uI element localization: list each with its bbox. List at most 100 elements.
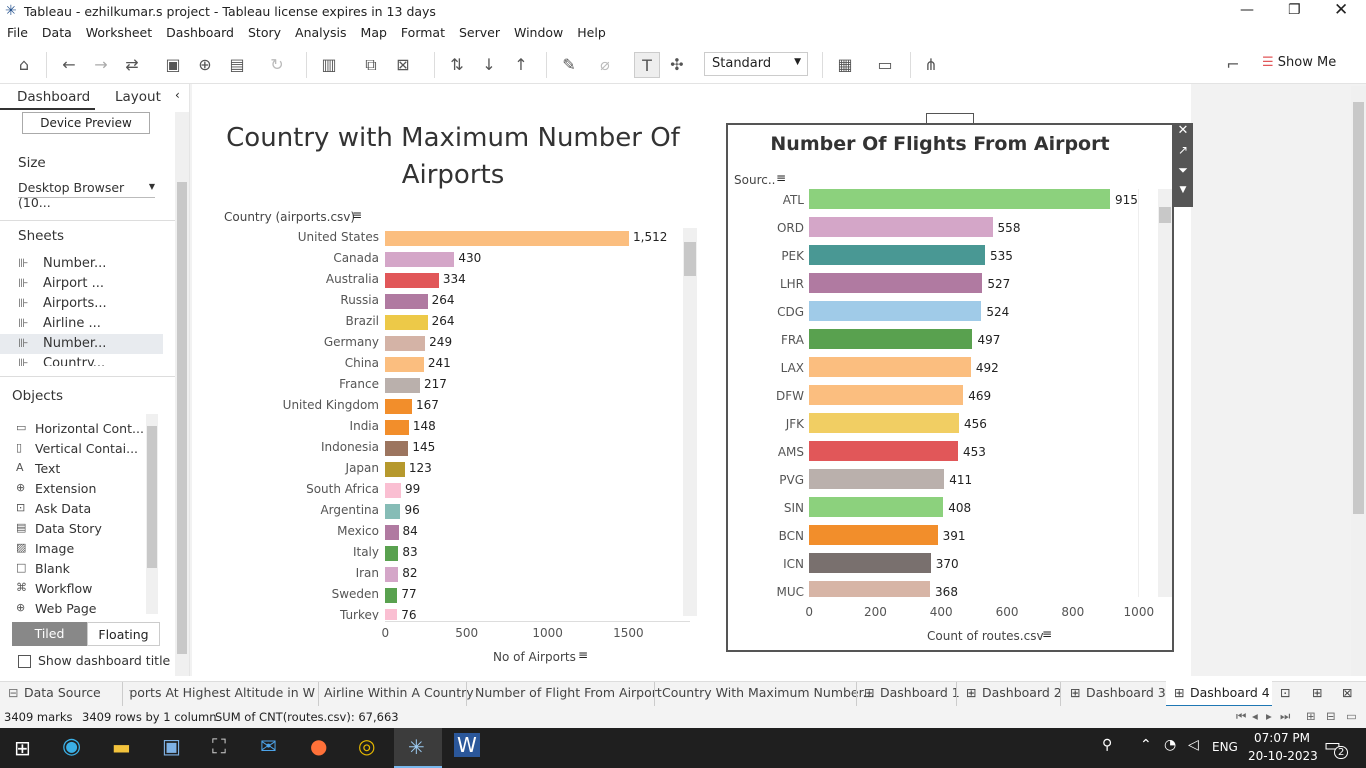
bar-brazil[interactable] xyxy=(385,315,428,330)
sort-icon[interactable]: ≡ xyxy=(352,208,363,222)
clear-sheet-icon[interactable]: ⊠ xyxy=(396,55,410,74)
tab-layout[interactable]: Layout xyxy=(95,84,175,110)
tab-dashboard-2[interactable]: Dashboard 2 xyxy=(982,685,1062,700)
sort-descending-icon[interactable]: ↑ xyxy=(514,55,528,74)
presentation-mode-icon[interactable]: ▭ xyxy=(877,55,893,74)
object-item[interactable]: ⊡ Ask Data xyxy=(0,500,145,520)
new-worksheet-tab-icon[interactable]: ⊡ xyxy=(1280,685,1291,700)
mail-icon[interactable]: ✉ xyxy=(260,734,277,758)
bar-lax[interactable] xyxy=(809,357,971,377)
right-chart-scrollbar[interactable] xyxy=(1158,189,1172,597)
collapse-panel-icon[interactable]: ‹ xyxy=(175,88,180,102)
sort-icon[interactable]: ≡ xyxy=(578,648,589,662)
bar-japan[interactable] xyxy=(385,462,405,477)
bar-russia[interactable] xyxy=(385,294,428,309)
bar-australia[interactable] xyxy=(385,273,439,288)
bar-muc[interactable] xyxy=(809,581,931,597)
sheet-item[interactable]: ⊪ Number... xyxy=(0,334,163,354)
objects-scrollbar[interactable] xyxy=(146,414,158,614)
object-item[interactable]: ⊕ Extension xyxy=(0,480,145,500)
minimize-button[interactable]: — xyxy=(1240,2,1254,18)
bar-atl[interactable] xyxy=(809,189,1110,209)
tabs-view-icon[interactable]: ▭ xyxy=(1346,709,1357,723)
left-panel-scrollbar[interactable] xyxy=(175,112,189,676)
filter-icon[interactable]: ⏷ xyxy=(1178,163,1188,177)
object-item[interactable]: A Text xyxy=(0,460,145,480)
more-options-icon[interactable]: ▼ xyxy=(1179,185,1187,195)
tab-airports-altitude[interactable]: irports At Highest Altitude in W... xyxy=(129,685,315,700)
group-members-icon[interactable]: ⌀ xyxy=(600,55,610,74)
redo-icon[interactable]: → xyxy=(94,55,108,74)
floating-button[interactable]: Floating xyxy=(87,622,160,646)
bar-united-kingdom[interactable] xyxy=(385,399,412,414)
show-title-checkbox[interactable] xyxy=(18,655,31,668)
bar-sin[interactable] xyxy=(809,497,944,517)
sheet-item[interactable]: ⊪ Airline ... xyxy=(0,314,163,334)
tab-data-source[interactable]: Data Source xyxy=(24,685,101,700)
filmstrip-view-icon[interactable]: ⊟ xyxy=(1326,709,1336,723)
chevron-up-icon[interactable]: ⌃ xyxy=(1140,737,1152,753)
first-page-icon[interactable]: ⏮ xyxy=(1236,709,1247,723)
close-icon[interactable]: ✕ xyxy=(1177,123,1189,138)
tab-dashboard-4-active[interactable]: ⊞ Dashboard 4 xyxy=(1166,681,1272,707)
bar-lhr[interactable] xyxy=(809,273,983,293)
menu-format[interactable]: Format xyxy=(400,25,445,40)
show-mark-labels-icon[interactable]: T xyxy=(634,52,660,78)
bar-ams[interactable] xyxy=(809,441,959,461)
chart-drag-handle[interactable] xyxy=(926,113,974,123)
new-worksheet-icon[interactable]: ▥ xyxy=(321,55,337,74)
clock-time[interactable]: 07:07 PM xyxy=(1254,731,1310,745)
sheet-item[interactable]: ⊪ Airport ... xyxy=(0,274,163,294)
language-indicator[interactable]: ENG xyxy=(1212,740,1238,754)
tableau-taskbar-button[interactable]: ✳ xyxy=(394,728,442,768)
home-icon[interactable]: ⌂ xyxy=(18,55,30,74)
prev-page-icon[interactable]: ◂ xyxy=(1252,709,1258,723)
bar-united-states[interactable] xyxy=(385,231,629,246)
bar-china[interactable] xyxy=(385,357,424,372)
control-panel-icon[interactable]: ▣ xyxy=(162,734,181,758)
restore-button[interactable]: ❐ xyxy=(1288,2,1301,18)
bar-argentina[interactable] xyxy=(385,504,401,519)
clock-date[interactable]: 20-10-2023 xyxy=(1248,749,1318,763)
menu-worksheet[interactable]: Worksheet xyxy=(85,25,153,40)
bar-dfw[interactable] xyxy=(809,385,964,405)
close-window-button[interactable]: ✕ xyxy=(1334,0,1349,20)
tab-dashboard-1[interactable]: Dashboard 1 xyxy=(880,685,960,700)
tab-airline-country[interactable]: Airline Within A Country xyxy=(324,685,474,700)
grid-view-icon[interactable]: ⊞ xyxy=(1306,709,1316,723)
highlight-icon[interactable]: ✎ xyxy=(562,55,576,74)
new-dashboard-tab-icon[interactable]: ⊞ xyxy=(1312,685,1323,700)
refresh-icon[interactable]: ↻ xyxy=(270,55,284,74)
bar-iran[interactable] xyxy=(385,567,399,582)
sheet-item[interactable]: ⊪ Country... xyxy=(0,354,163,366)
chrome-icon[interactable]: ◎ xyxy=(358,734,376,758)
format-painter-icon[interactable]: ⌐ xyxy=(1226,55,1240,74)
tab-country-max[interactable]: Country With Maximum Number... xyxy=(662,685,875,700)
sort-icon[interactable]: ≡ xyxy=(1042,627,1053,641)
bar-italy[interactable] xyxy=(385,546,399,561)
show-cards-icon[interactable]: ▦ xyxy=(837,55,853,74)
swap-rows-columns-icon[interactable]: ⇅ xyxy=(450,55,464,74)
tab-dashboard[interactable]: Dashboard xyxy=(0,84,95,110)
object-item[interactable]: ▨ Image xyxy=(0,540,145,560)
next-page-icon[interactable]: ▸ xyxy=(1266,709,1272,723)
menu-help[interactable]: Help xyxy=(577,25,606,40)
view-mode-select[interactable]: Standard ▼ xyxy=(704,52,808,76)
menu-dashboard[interactable]: Dashboard xyxy=(166,25,234,40)
bar-indonesia[interactable] xyxy=(385,441,409,456)
object-item[interactable]: □ Blank xyxy=(0,560,145,580)
duplicate-sheet-icon[interactable]: ⧉ xyxy=(365,55,377,74)
windows-start-icon[interactable]: ⊞ xyxy=(14,736,31,760)
tiled-button[interactable]: Tiled xyxy=(12,622,87,646)
firefox-icon[interactable]: ● xyxy=(310,734,328,758)
wifi-icon[interactable]: ◔ xyxy=(1164,737,1177,753)
object-item[interactable]: ▤ Data Story xyxy=(0,520,145,540)
sort-ascending-icon[interactable]: ↓ xyxy=(482,55,496,74)
bar-pek[interactable] xyxy=(809,245,985,265)
new-story-tab-icon[interactable]: ⊠ xyxy=(1342,685,1353,700)
bar-pvg[interactable] xyxy=(809,469,945,489)
tab-number-flight[interactable]: Number of Flight From Airport xyxy=(475,685,662,700)
bar-france[interactable] xyxy=(385,378,421,393)
edge-icon[interactable]: ◉ xyxy=(62,734,82,759)
word-icon[interactable]: W xyxy=(454,733,480,757)
